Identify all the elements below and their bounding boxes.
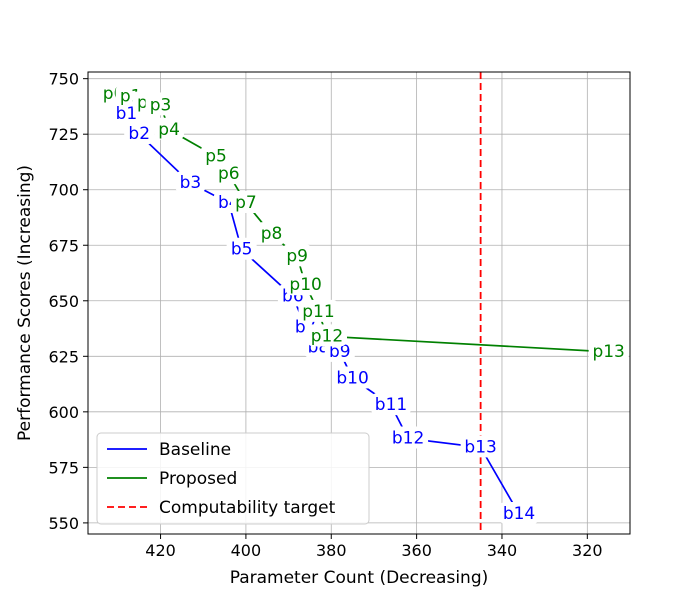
point-label-b3: b3: [180, 173, 202, 193]
legend: Baseline Proposed Computability target: [96, 432, 370, 525]
point-label-p3: p3: [150, 95, 172, 115]
point-label-p8: p8: [261, 224, 283, 244]
point-label-p12: p12: [311, 326, 343, 346]
ticks: 420 400 380 360 340 320 550 575 600 625 650 675 700 7…: [48, 70, 602, 560]
point-label-box: [201, 144, 232, 167]
point-label-p7: p7: [235, 193, 257, 213]
point-label-box: [226, 237, 257, 260]
y-tick-label: 600: [48, 403, 79, 422]
x-tick-label: 320: [572, 541, 603, 560]
point-label-p5: p5: [205, 146, 227, 166]
point-label-box: [124, 122, 155, 145]
point-label-b1: b1: [116, 104, 138, 124]
y-axis-label: Performance Scores (Increasing): [15, 165, 35, 441]
x-tick-label: 380: [316, 541, 347, 560]
y-tick-label: 650: [48, 292, 79, 311]
legend-box: [96, 432, 370, 525]
y-tick-label: 750: [48, 70, 79, 89]
point-label-p9: p9: [286, 246, 308, 266]
point-label-box: [154, 117, 185, 140]
x-tick-label: 340: [487, 541, 518, 560]
point-label-p13: p13: [592, 342, 624, 362]
point-label-box: [499, 502, 540, 525]
point-label-box: [256, 222, 287, 245]
point-label-box: [332, 366, 373, 389]
y-tick-label: 700: [48, 181, 79, 200]
x-tick-label: 360: [401, 541, 432, 560]
point-label-box: [175, 171, 206, 194]
point-label-b11: b11: [375, 395, 407, 415]
point-label-b14: b14: [503, 504, 535, 524]
y-tick-label: 725: [48, 125, 79, 144]
point-label-box: [388, 426, 429, 449]
point-label-box: [282, 244, 313, 267]
y-tick-label: 625: [48, 347, 79, 366]
point-label-b9: b9: [329, 342, 351, 362]
point-label-box: [298, 299, 339, 322]
point-label-b13: b13: [464, 437, 496, 457]
point-label-box: [145, 93, 176, 116]
point-label-box: [460, 435, 501, 458]
point-label-box: [588, 339, 629, 362]
grid: [88, 72, 630, 534]
point-label-p6: p6: [218, 164, 240, 184]
legend-entry-label: Proposed: [159, 469, 237, 489]
point-label-b2: b2: [128, 124, 150, 144]
point-label-box: [230, 191, 261, 214]
y-tick-label: 575: [48, 458, 79, 477]
point-label-p11: p11: [302, 302, 334, 322]
point-label-b5: b5: [231, 240, 253, 260]
plot-frame: [87, 71, 631, 535]
legend-entry-label: Computability target: [159, 498, 336, 518]
y-tick-label: 550: [48, 514, 79, 533]
proposed-series-line: [113, 93, 609, 353]
point-label-box: [371, 393, 412, 416]
legend-entry-label: Baseline: [159, 440, 231, 460]
point-label-box: [213, 162, 244, 185]
point-label-p10: p10: [289, 275, 321, 295]
x-tick-label: 420: [145, 541, 176, 560]
point-label-p4: p4: [158, 120, 180, 140]
point-label-b12: b12: [392, 428, 424, 448]
point-labels: b0b1b2b3b4b5b6b7b8b9b10b11b12b13b14p0p1p…: [98, 82, 629, 525]
x-tick-label: 400: [231, 541, 262, 560]
x-axis-label: Parameter Count (Decreasing): [230, 568, 489, 588]
point-label-box: [285, 273, 326, 296]
point-label-b10: b10: [336, 369, 368, 389]
y-tick-label: 675: [48, 236, 79, 255]
point-label-box: [306, 324, 347, 347]
